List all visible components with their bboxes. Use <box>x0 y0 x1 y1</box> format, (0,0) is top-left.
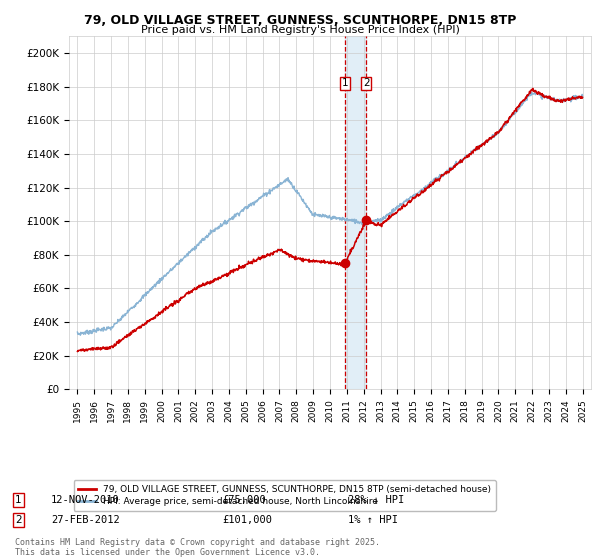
Text: £75,000: £75,000 <box>222 495 266 505</box>
Text: £101,000: £101,000 <box>222 515 272 525</box>
Bar <box>344 36 367 389</box>
Text: Price paid vs. HM Land Registry's House Price Index (HPI): Price paid vs. HM Land Registry's House … <box>140 25 460 35</box>
Text: 1: 1 <box>341 78 348 88</box>
Text: 79, OLD VILLAGE STREET, GUNNESS, SCUNTHORPE, DN15 8TP: 79, OLD VILLAGE STREET, GUNNESS, SCUNTHO… <box>84 14 516 27</box>
Text: 2: 2 <box>363 78 370 88</box>
Text: 1% ↑ HPI: 1% ↑ HPI <box>348 515 398 525</box>
Text: 28% ↓ HPI: 28% ↓ HPI <box>348 495 404 505</box>
Text: 12-NOV-2010: 12-NOV-2010 <box>51 495 120 505</box>
Text: Contains HM Land Registry data © Crown copyright and database right 2025.
This d: Contains HM Land Registry data © Crown c… <box>15 538 380 557</box>
Legend: 79, OLD VILLAGE STREET, GUNNESS, SCUNTHORPE, DN15 8TP (semi-detached house), HPI: 79, OLD VILLAGE STREET, GUNNESS, SCUNTHO… <box>74 480 496 511</box>
Text: 2: 2 <box>15 515 22 525</box>
Text: 27-FEB-2012: 27-FEB-2012 <box>51 515 120 525</box>
Text: 1: 1 <box>15 495 22 505</box>
